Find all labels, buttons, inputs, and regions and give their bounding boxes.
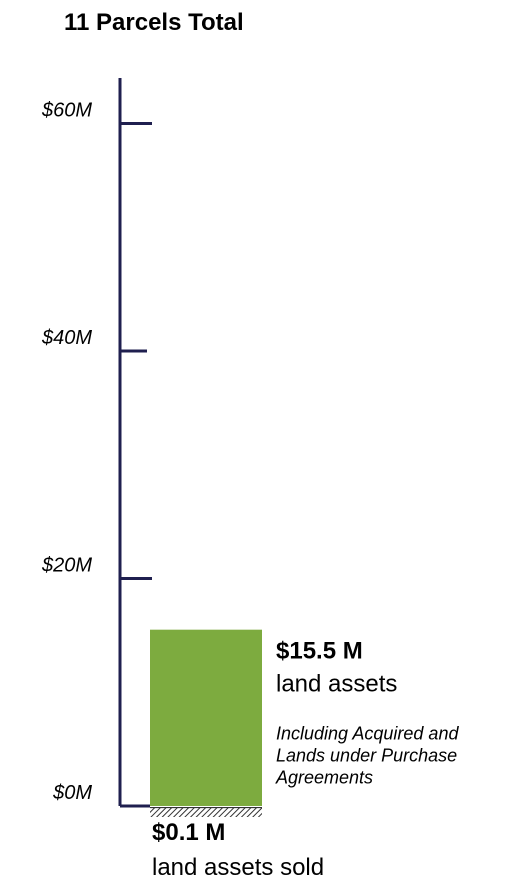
note-line: Including Acquired and [276, 724, 459, 744]
sold-hatch [150, 807, 262, 817]
series-label: land assets sold [152, 854, 324, 881]
value-label: $0.1 M [152, 819, 225, 846]
chart-title: 11 Parcels Total [64, 9, 244, 36]
note-line: Agreements [275, 768, 373, 788]
series-label: land assets [276, 671, 397, 698]
y-tick-label: $20M [41, 555, 92, 577]
bar [150, 629, 262, 806]
note-line: Lands under Purchase [276, 746, 457, 766]
value-label: $15.5 M [276, 638, 363, 665]
y-tick-label: $0M [52, 782, 92, 804]
bar [150, 807, 262, 809]
y-tick-label: $60M [41, 100, 92, 122]
y-tick-label: $40M [41, 327, 92, 349]
